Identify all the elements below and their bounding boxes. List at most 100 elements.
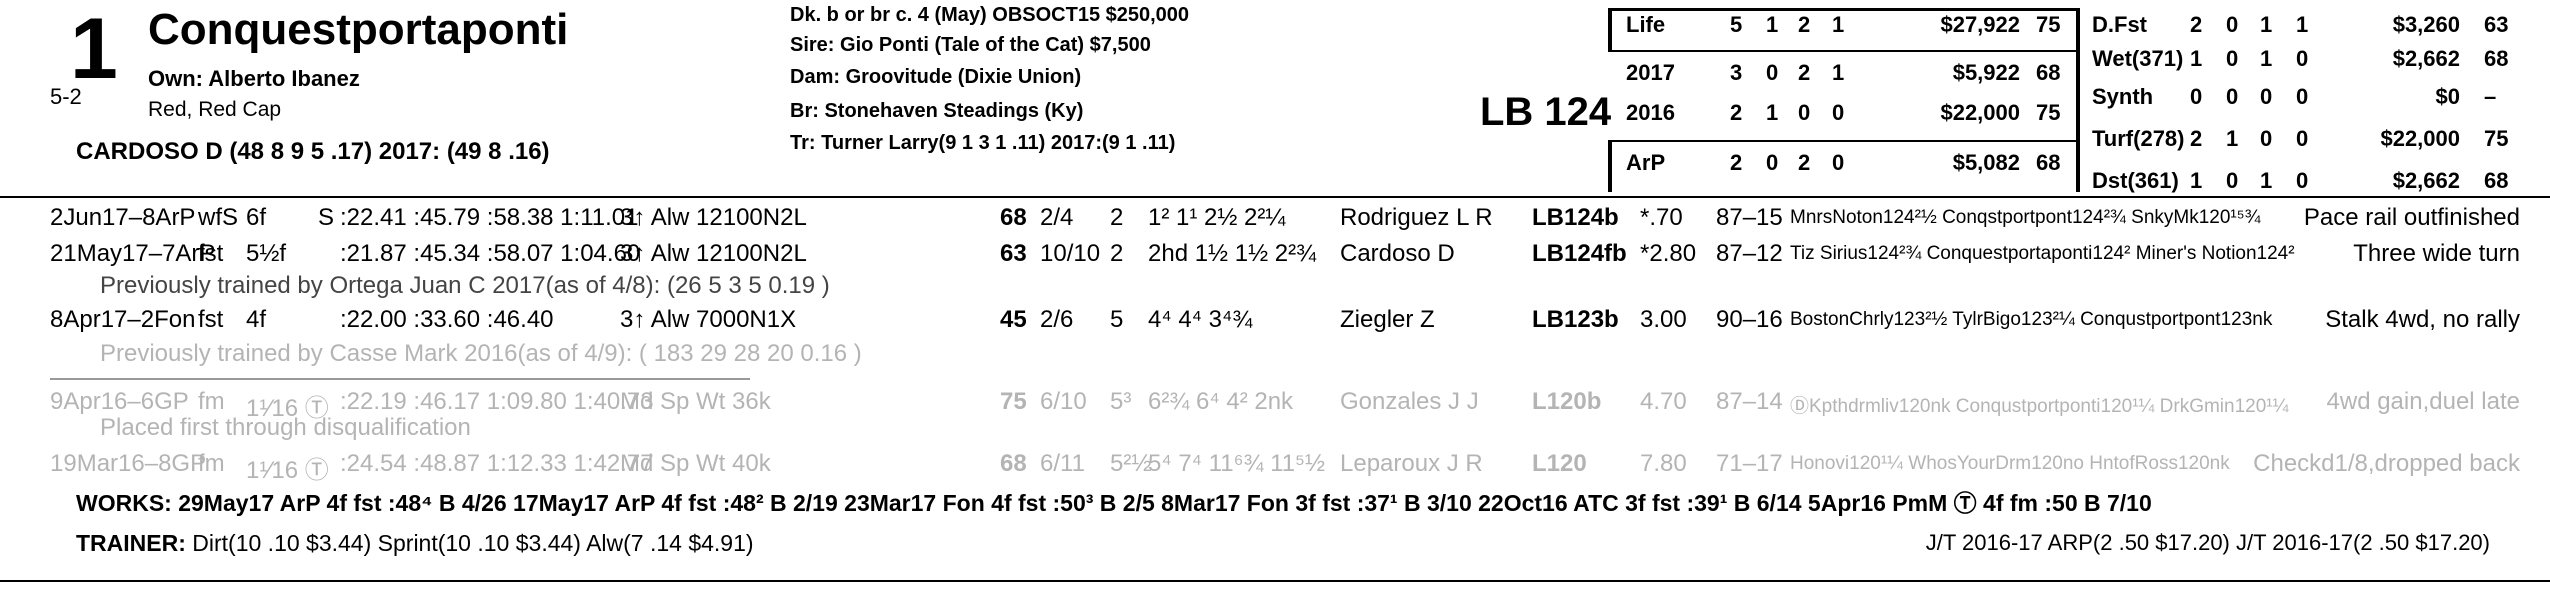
stat-label: Life xyxy=(1626,12,1666,37)
works-line: WORKS: 29May17 ArP 4f fst :48⁴ B 4/26 17… xyxy=(76,484,2152,518)
header-divider xyxy=(0,196,2550,198)
pp-fractions: :21.87 :45.34 :58.07 1:04.60 xyxy=(340,240,641,267)
pp-comment: Three wide turn xyxy=(2353,240,2520,267)
pp-odds: 3.00 xyxy=(1640,306,1687,333)
stat-speed: 75 xyxy=(2036,100,2061,125)
stat-shows: 0 xyxy=(2296,84,2309,109)
sex-age-sale: Dk. b or br c. 4 (May) OBSOCT15 $250,000 xyxy=(790,4,1190,26)
pp-track-condition: fst xyxy=(198,240,224,267)
pp-top-finishers: Tiz Sirius124²¾ Conquestportaponti124² M… xyxy=(1790,243,2295,264)
stat-shows: 1 xyxy=(1832,12,1845,37)
stat-earnings: $5,082 xyxy=(1952,150,2020,175)
stat-shows: 0 xyxy=(2296,126,2309,151)
stat-places: 2 xyxy=(1798,12,1811,37)
pp-race-type: 3↑ Alw 12100N2L xyxy=(620,204,807,231)
stat-wins: 0 xyxy=(2226,12,2239,37)
pp-fractions: :24.54 :48.87 1:12.33 1:42.77 xyxy=(340,450,654,477)
stat-shows: 0 xyxy=(1832,100,1845,125)
pp-speed-figure: 75 xyxy=(1000,388,1027,415)
pp-post: 6/11 xyxy=(1040,450,1085,477)
silks: Red, Red Cap xyxy=(148,98,282,121)
stat-label: Wet(371) xyxy=(2092,46,2184,71)
pp-calls: 2hd 1½ 1½ 2²¾ xyxy=(1148,240,1317,267)
stat-places: 0 xyxy=(1798,100,1811,125)
pp-top-finishers: MnrsNoton124²½ Conqstportpont124²¾ SnkyM… xyxy=(1790,207,2261,228)
pp-distance: 5½f xyxy=(246,240,287,267)
stat-starts: 1 xyxy=(2190,168,2203,193)
pp-calls: 4⁴ 4⁴ 3⁴¾ xyxy=(1148,306,1253,333)
stat-speed: 68 xyxy=(2484,46,2509,71)
stat-speed: 68 xyxy=(2036,60,2061,85)
pp-speed-figure: 68 xyxy=(1000,204,1027,231)
pp-date: 21May17–7ArP xyxy=(50,240,216,267)
stats-box-border xyxy=(1608,50,2078,52)
stat-label: Dst(361) xyxy=(2092,168,2179,193)
pp-odds: *2.80 xyxy=(1640,240,1697,267)
pp-jockey: Leparoux J R xyxy=(1340,450,1483,477)
pp-post: 2/4 xyxy=(1040,204,1074,231)
stat-earnings: $22,000 xyxy=(2380,126,2460,151)
stat-label: 2016 xyxy=(1626,100,1675,125)
pp-speed-figure: 68 xyxy=(1000,450,1027,477)
pp-fractions: :22.19 :46.17 1:09.80 1:40.73 xyxy=(340,388,654,415)
pp-fractions: :22.00 :33.60 :46.40 xyxy=(340,306,554,333)
trainer-label: TRAINER: xyxy=(76,530,186,556)
pp-track-condition: fm xyxy=(198,388,225,415)
stat-speed: 68 xyxy=(2484,168,2509,193)
pp-race-type: Md Sp Wt 40k xyxy=(620,450,771,477)
pp-odds: *.70 xyxy=(1640,204,1683,231)
pp-pace-figs: 87–12 xyxy=(1716,240,1783,267)
pp-jockey: Ziegler Z xyxy=(1340,306,1435,333)
dq-note: Placed first through disqualification xyxy=(100,414,471,441)
pp-distance: 1¹⁄16 Ⓣ xyxy=(246,457,329,484)
stats-box-border xyxy=(1608,8,2078,11)
pp-start-call: 5³ xyxy=(1110,388,1132,415)
pp-med-weight: LB124b xyxy=(1532,204,1619,231)
pp-date: 9Apr16–6GP xyxy=(50,388,189,415)
stat-earnings: $0 xyxy=(2435,84,2460,109)
stats-box-border xyxy=(2076,8,2080,192)
pp-jockey: Cardoso D xyxy=(1340,240,1455,267)
pp-track-condition: wfS xyxy=(198,204,239,231)
stat-speed: 75 xyxy=(2484,126,2509,151)
stat-earnings: $5,922 xyxy=(1952,60,2020,85)
jockey-trainer-stats: J/T 2016-17 ARP(2 .50 $17.20) J/T 2016-1… xyxy=(1925,530,2490,555)
pp-fractions: :22.41 :45.79 :58.38 1:11.01 xyxy=(340,204,639,231)
stat-wins: 0 xyxy=(2226,168,2239,193)
morning-line-odds: 5-2 xyxy=(50,84,82,109)
works-text: 29May17 ArP 4f fst :48⁴ B 4/26 17May17 A… xyxy=(178,490,2152,516)
stat-starts: 0 xyxy=(2190,84,2203,109)
trainer-stats: Dirt(10 .10 $3.44) Sprint(10 .10 $3.44) … xyxy=(192,530,754,556)
stat-starts: 2 xyxy=(1730,150,1743,175)
pp-pace-figs: 87–15 xyxy=(1716,204,1783,231)
trainer-summary: Tr: Turner Larry(9 1 3 1 .11) 2017:(9 1 … xyxy=(790,132,1176,154)
pp-top-finishers: ⒹKpthdrmliv120nk Conqustportponti120¹¼ D… xyxy=(1790,396,2289,417)
pp-top-finishers: Honovi120¹¼ WhosYourDrm120no HntofRoss12… xyxy=(1790,453,2230,474)
stat-label: D.Fst xyxy=(2092,12,2147,37)
stats-box-border xyxy=(1608,140,2078,142)
stat-shows: 1 xyxy=(1832,60,1845,85)
breeder: Br: Stonehaven Steadings (Ky) xyxy=(790,100,1084,122)
stat-label: 2017 xyxy=(1626,60,1675,85)
stat-starts: 3 xyxy=(1730,60,1743,85)
pp-distance: 6f xyxy=(246,204,267,231)
pp-calls: 1² 1¹ 2½ 2²¼ xyxy=(1148,204,1286,231)
pp-jockey: Rodriguez L R xyxy=(1340,204,1493,231)
pp-pace-figs: 71–17 xyxy=(1716,450,1783,477)
stat-starts: 5 xyxy=(1730,12,1743,37)
pp-speed-figure: 63 xyxy=(1000,240,1027,267)
turf-divider xyxy=(50,378,750,380)
pp-start-call: 5²½ xyxy=(1110,450,1152,477)
trainer-stats-line: TRAINER: Dirt(10 .10 $3.44) Sprint(10 .1… xyxy=(76,530,754,557)
stat-earnings: $2,662 xyxy=(2392,168,2460,193)
pp-odds: 4.70 xyxy=(1640,388,1687,415)
pp-race-type: 3↑ Alw 7000N1X xyxy=(620,306,797,333)
pp-comment: Pace rail outfinished xyxy=(2303,204,2520,231)
stat-label: ArP xyxy=(1626,150,1666,175)
pp-calls: 6²¾ 6⁴ 4² 2nk xyxy=(1148,388,1294,415)
trainer-change-note: Previously trained by Casse Mark 2016(as… xyxy=(100,340,862,367)
pp-distance: 1¹⁄16 Ⓣ xyxy=(246,395,329,422)
pp-date: 2Jun17–8ArP xyxy=(50,204,196,231)
pp-med-weight: LB124fb xyxy=(1532,240,1627,267)
stat-places: 0 xyxy=(2260,126,2273,151)
